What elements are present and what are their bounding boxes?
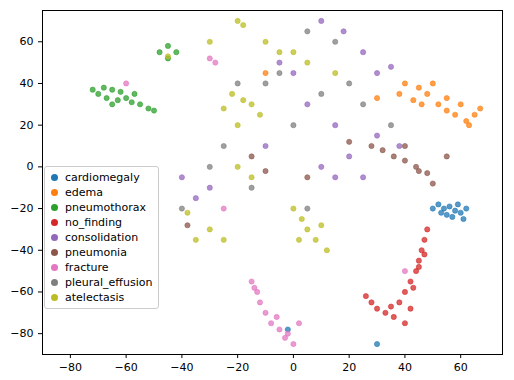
svg-text:−80: −80 — [59, 361, 82, 374]
svg-text:40: 40 — [20, 77, 34, 90]
svg-text:0: 0 — [290, 361, 297, 374]
svg-text:−40: −40 — [10, 244, 33, 257]
svg-text:20: 20 — [342, 361, 356, 374]
svg-text:60: 60 — [454, 361, 468, 374]
html-text:pneumothorax: pneumothorax — [65, 201, 146, 214]
svg-text:40: 40 — [398, 361, 412, 374]
html-text:atelectasis: atelectasis — [65, 291, 125, 304]
html-text:consolidation: consolidation — [65, 231, 139, 244]
html-text:pleural_effusion: pleural_effusion — [65, 276, 153, 289]
html-text:fracture: fracture — [65, 261, 109, 274]
html-text:no_finding: no_finding — [65, 216, 123, 229]
html-text:pneumonia: pneumonia — [65, 246, 127, 259]
svg-text:−80: −80 — [10, 327, 33, 340]
html-text:cardiomegaly: cardiomegaly — [65, 171, 140, 184]
svg-text:20: 20 — [20, 119, 34, 132]
svg-text:−60: −60 — [10, 285, 33, 298]
html-text:edema: edema — [65, 186, 103, 199]
svg-text:−40: −40 — [170, 361, 193, 374]
svg-text:0: 0 — [27, 160, 34, 173]
svg-text:−20: −20 — [10, 202, 33, 215]
svg-text:−20: −20 — [226, 361, 249, 374]
svg-text:−60: −60 — [115, 361, 138, 374]
svg-text:60: 60 — [20, 35, 34, 48]
